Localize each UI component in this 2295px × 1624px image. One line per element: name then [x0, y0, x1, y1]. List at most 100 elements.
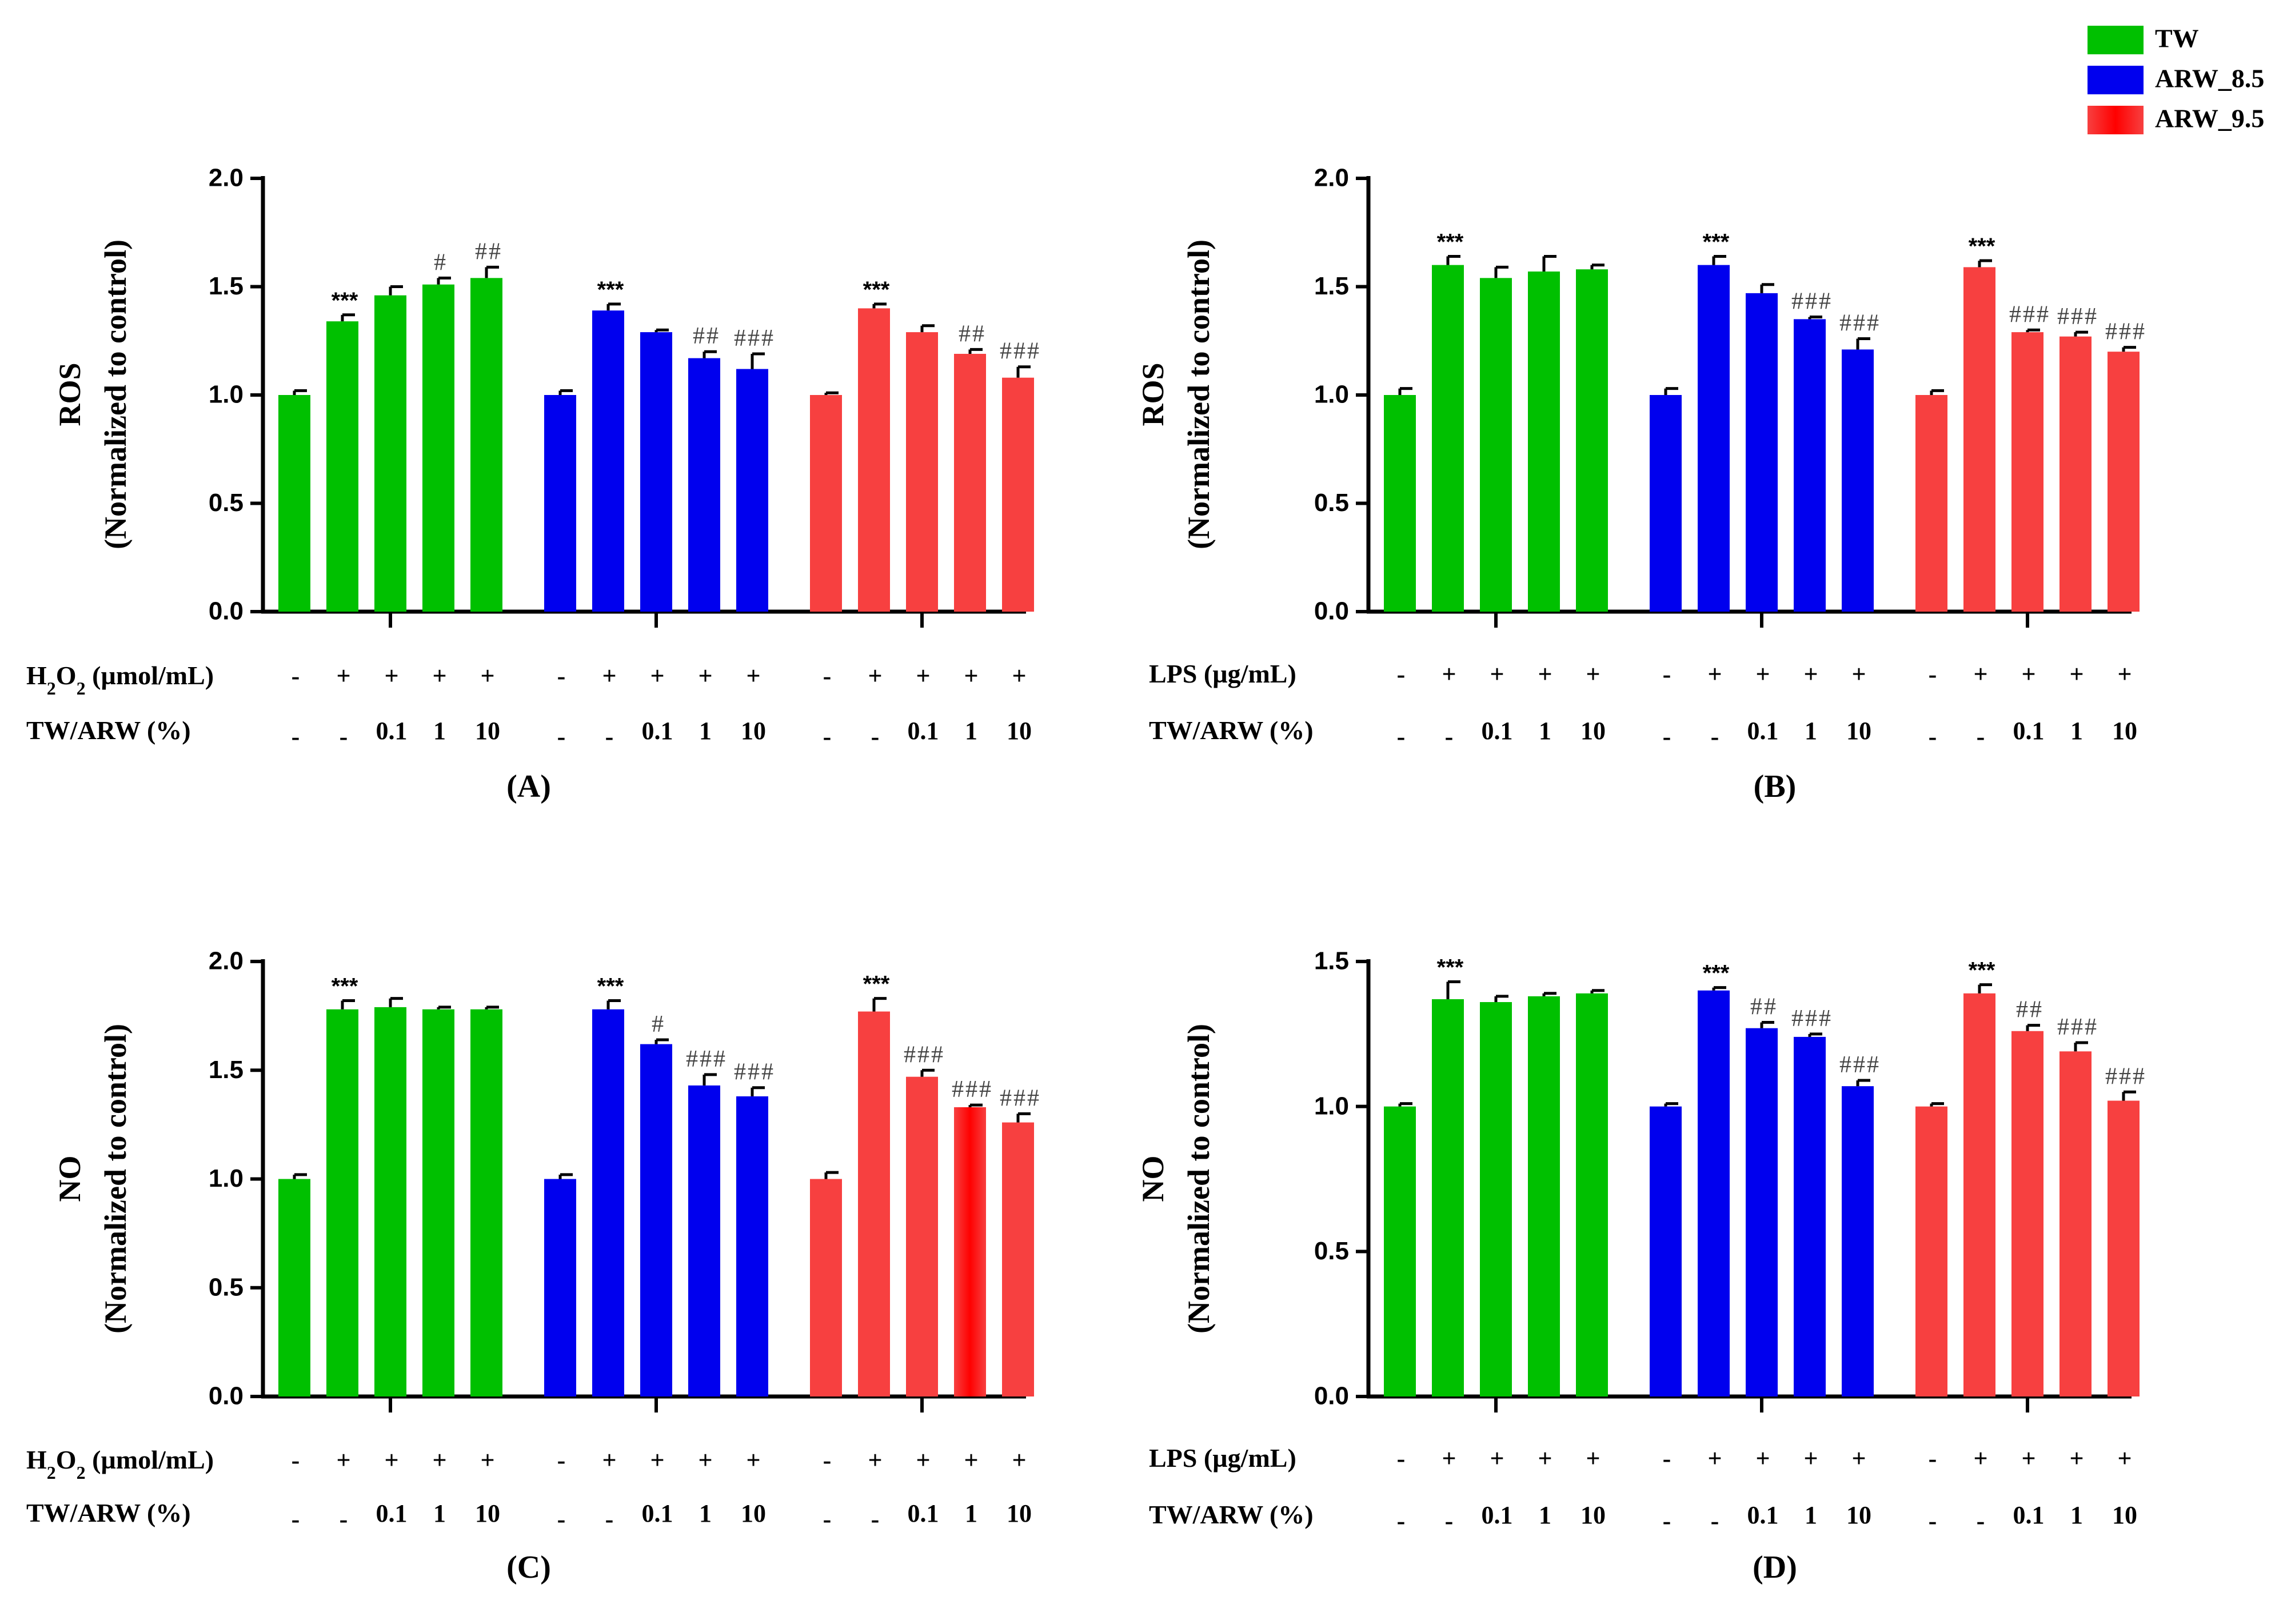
treatment-cell: +: [1586, 660, 1600, 688]
dose-cell: 10: [475, 1499, 500, 1527]
significance-hash: #: [652, 1011, 665, 1038]
treatment-cell: +: [1490, 1445, 1504, 1473]
y-tick-label: 2.0: [209, 164, 244, 192]
treatment-cell: -: [557, 1446, 566, 1474]
treatment-cell: +: [602, 662, 616, 690]
treatment-cell: +: [2021, 1445, 2035, 1473]
bar: [954, 1107, 986, 1396]
bar: [858, 308, 890, 612]
y-axis-sublabel: (Normalized to control): [1182, 240, 1216, 549]
y-tick-label: 1.0: [209, 1164, 244, 1192]
legend-label: TW: [2155, 24, 2199, 53]
bar: [1794, 1036, 1826, 1396]
treatment-cell: +: [336, 1446, 350, 1474]
dose-cell: 10: [2112, 1501, 2137, 1529]
significance-hash: ###: [1000, 1085, 1041, 1111]
series-group: *** ### ### ###: [810, 972, 1041, 1396]
treatment-cell: +: [1586, 1445, 1600, 1473]
series-group: *** ### ### ###: [1915, 234, 2145, 612]
bar: [2108, 1100, 2140, 1396]
treatment-cell: +: [1538, 1445, 1552, 1473]
significance-hash: #: [434, 249, 448, 276]
significance-hash: ###: [686, 1046, 727, 1072]
significance-hash: ###: [2057, 304, 2098, 330]
treatment-cell: +: [1012, 1446, 1026, 1474]
dose-cell: -: [871, 723, 880, 751]
treatment-cell: +: [2117, 660, 2132, 688]
bar: [1746, 293, 1778, 612]
series-group: ***: [1384, 955, 1608, 1396]
y-axis-sublabel: (Normalized to control): [1182, 1024, 1216, 1334]
dose-cell: -: [1977, 1507, 1985, 1535]
treatment-cell: +: [1012, 662, 1026, 690]
treatment-cell: +: [1490, 660, 1504, 688]
series-group: ***#####: [544, 277, 773, 612]
dose-cell: -: [1445, 723, 1454, 751]
bar: [1576, 993, 1608, 1396]
bar: [1002, 377, 1034, 612]
series-group: ***########: [1915, 958, 2145, 1396]
dose-cell: 1: [699, 717, 712, 745]
dose-cell: 1: [433, 717, 446, 745]
y-tick-label: 2.0: [1314, 164, 1349, 192]
series-group: ***#### ###: [544, 973, 773, 1396]
dose-cell: -: [1929, 1507, 1937, 1535]
y-tick-label: 1.0: [1314, 381, 1349, 409]
dose-row-label: TW/ARW (%): [26, 1498, 191, 1527]
y-tick-label: 0.5: [1314, 1237, 1349, 1265]
significance-hash: ##: [959, 321, 986, 347]
dose-cell: -: [823, 1505, 832, 1533]
bar: [1842, 349, 1874, 612]
significance-stars: ***: [332, 288, 358, 313]
treatment-cell: -: [823, 662, 832, 690]
series-group: ***: [1384, 229, 1608, 612]
bar: [2011, 332, 2043, 612]
treatment-cell: -: [1397, 660, 1406, 688]
treatment-cell: +: [746, 1446, 760, 1474]
dose-cell: 10: [475, 717, 500, 745]
bar: [1480, 278, 1512, 612]
y-axis-label: ROS: [1136, 362, 1170, 426]
treatment-row-label: H2O2 (µmol/mL): [26, 661, 214, 699]
bar: [544, 395, 576, 612]
bar: [544, 1179, 576, 1396]
dose-cell: -: [605, 1505, 614, 1533]
significance-hash: ##: [693, 323, 720, 349]
series-group: ***########: [1650, 961, 1879, 1396]
chart-panel: 0.0 0.5 1.0 1.5 2.0 ROS (Normalized to control…: [26, 164, 1039, 804]
legend-item: ARW_9.5: [2088, 104, 2264, 134]
significance-stars: ***: [1969, 234, 1995, 259]
panel-label: (C): [506, 1550, 551, 1585]
series-group: ***: [278, 973, 502, 1396]
dose-cell: 0.1: [642, 1499, 673, 1527]
y-tick-label: 1.5: [1314, 272, 1349, 300]
bar: [1746, 1028, 1778, 1396]
treatment-cell: +: [746, 662, 760, 690]
bar: [470, 278, 502, 612]
dose-cell: 10: [1580, 1501, 1606, 1529]
dose-cell: 1: [2070, 717, 2083, 745]
dose-cell: 1: [433, 1499, 446, 1527]
bar: [2011, 1031, 2043, 1396]
treatment-cell: +: [868, 1446, 882, 1474]
dose-row-label: TW/ARW (%): [1149, 716, 1314, 745]
dose-cell: 0.1: [1747, 717, 1779, 745]
bar: [736, 1096, 768, 1396]
significance-stars: ***: [1437, 955, 1464, 980]
dose-cell: -: [1711, 723, 1719, 751]
treatment-cell: +: [698, 1446, 712, 1474]
y-tick-label: 0.5: [209, 1273, 244, 1301]
chart-panel: 0.0 0.5 1.0 1.5 2.0 NO (Normalized to control)…: [26, 947, 1041, 1585]
y-tick-label: 1.5: [209, 272, 244, 300]
dose-cell: -: [292, 723, 300, 751]
bar: [736, 369, 768, 612]
dose-row-label: TW/ARW (%): [26, 716, 191, 745]
dose-cell: 1: [699, 1499, 712, 1527]
bar: [374, 1007, 406, 1396]
bar: [1528, 271, 1560, 612]
y-tick-label: 2.0: [209, 947, 244, 975]
significance-stars: ***: [1703, 229, 1730, 254]
significance-hash: ###: [1791, 289, 1833, 315]
treatment-row-label: LPS (µg/mL): [1149, 1443, 1296, 1473]
bar: [470, 1009, 502, 1396]
